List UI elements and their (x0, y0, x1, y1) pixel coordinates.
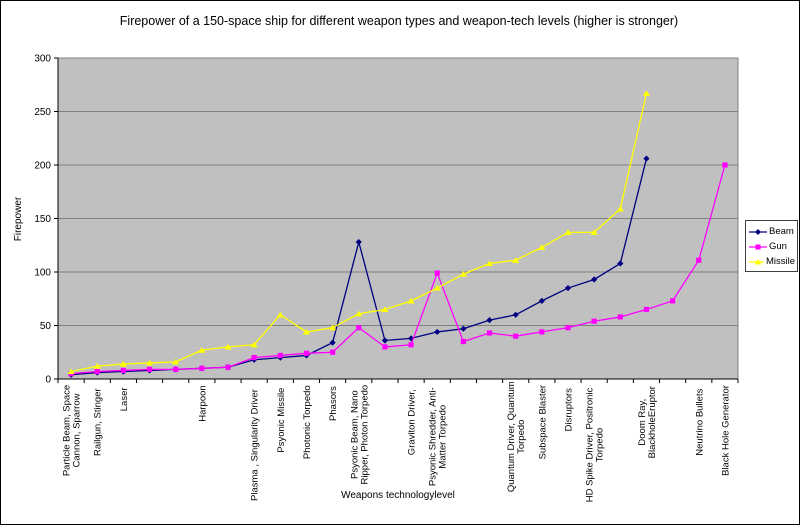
y-tick-label: 300 (34, 54, 51, 65)
x-category-label: Laser (119, 387, 130, 411)
x-category-label: Psyonic Missile (276, 388, 287, 453)
x-axis-title: Weapons technologylevel (341, 490, 455, 501)
series-line-gun (71, 164, 726, 375)
y-axis-title: Firepower (13, 196, 24, 242)
chart-title: Firepower of a 150-space ship for differ… (119, 14, 679, 28)
x-category-label: Quantum Driver, QuantumTorpedo (506, 381, 527, 492)
x-category-label: Railgun, Stinger (93, 388, 104, 456)
series-markers-missile (67, 90, 651, 375)
x-category-label: Subspace Blaster (537, 385, 548, 459)
legend-entry-missile: Missile (749, 254, 795, 269)
y-tick-label: 50 (40, 321, 52, 332)
legend-entry-beam: Beam (749, 224, 795, 239)
legend: Beam Gun Missile (745, 220, 798, 272)
x-category-label: Photonic Torpedo (302, 385, 313, 459)
x-category-label: Psyonic Shredder, Anti-Matter Torpedo (428, 387, 449, 486)
x-category-label: Phasors (328, 386, 339, 421)
x-category-label: Neutrino Bullets (694, 388, 705, 455)
legend-swatch-beam (749, 228, 767, 235)
x-category-label: Doom Ray,BlackholeEruptor (637, 386, 658, 458)
x-category-label: Harpoon (197, 385, 208, 421)
legend-entry-gun: Gun (749, 239, 795, 254)
legend-swatch-missile (749, 258, 764, 264)
x-category-label: Psyonic Beam, NanoRipper, Photon Torpedo (349, 385, 370, 485)
series-markers-gun (68, 162, 728, 377)
y-tick-label: 0 (45, 375, 51, 386)
x-category-label: Particle Beam, SpaceCannon, Sparrow (62, 385, 83, 476)
y-tick-label: 200 (34, 161, 51, 172)
legend-label: Missile (765, 256, 795, 267)
x-category-label: Graviton Driver, (407, 389, 418, 455)
x-category-label: Black Hole Generator (720, 385, 731, 476)
y-tick-label: 150 (34, 214, 51, 225)
x-category-label: Disruptors (564, 388, 575, 432)
x-category-label: Plasma , Singularity Driver (250, 389, 261, 501)
legend-label: Gun (769, 241, 787, 252)
x-category-label: HD Spike Driver, PositronicTorpedo (585, 387, 606, 502)
y-tick-label: 100 (34, 268, 51, 279)
legend-label: Beam (769, 226, 794, 237)
y-tick-label: 250 (34, 107, 51, 118)
legend-swatch-gun (749, 244, 767, 249)
